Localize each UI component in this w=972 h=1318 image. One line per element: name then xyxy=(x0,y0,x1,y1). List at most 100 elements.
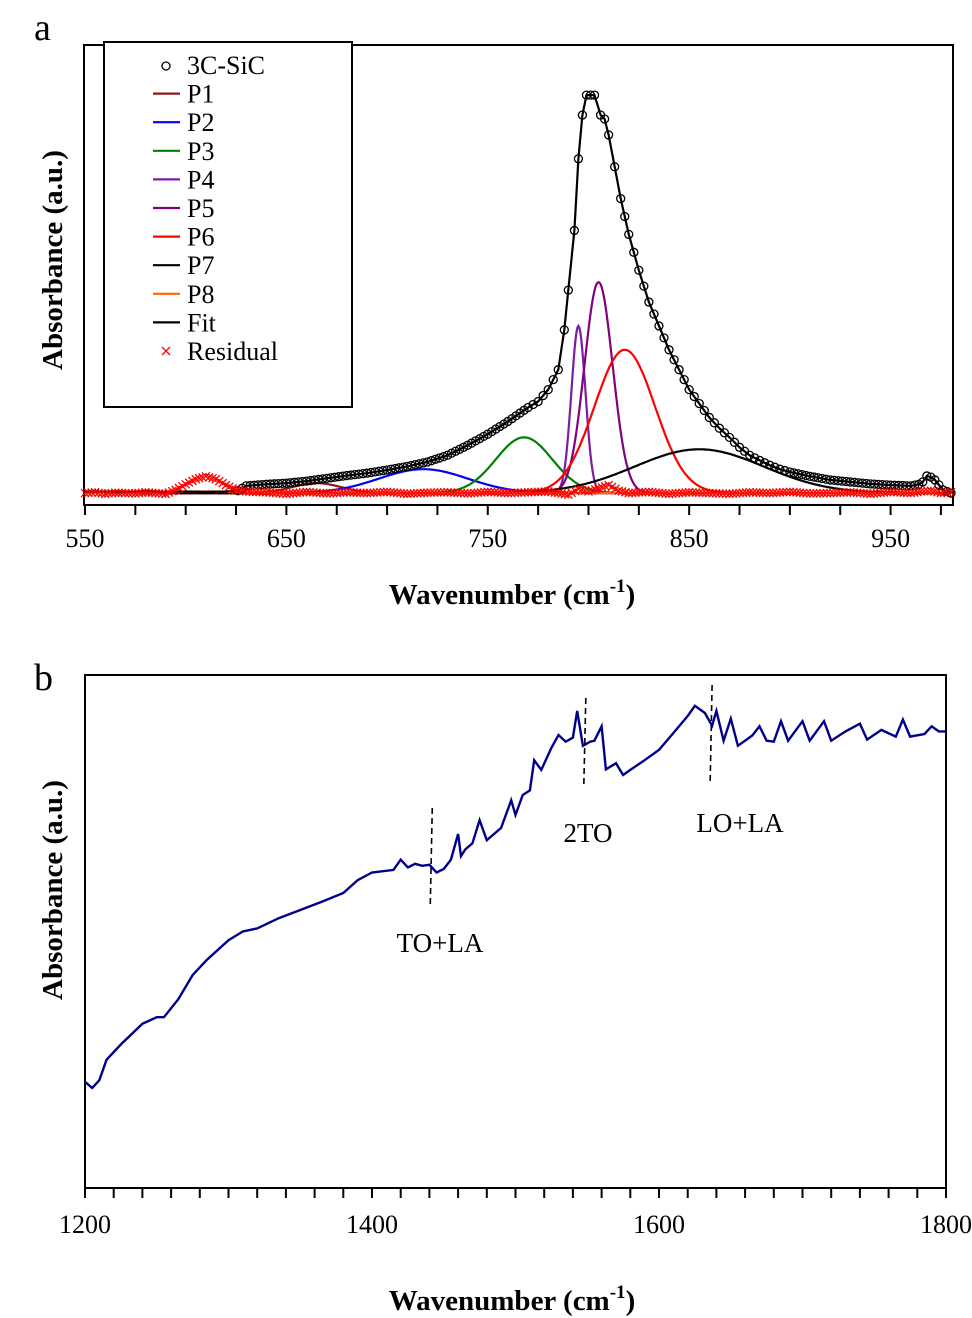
residual-marker xyxy=(422,488,432,498)
data-point xyxy=(714,423,725,433)
legend-entry: P5 xyxy=(153,194,214,223)
data-point xyxy=(624,229,634,240)
x-tick-label: 1200 xyxy=(59,1210,111,1239)
residual-marker xyxy=(839,488,849,497)
fit-curve xyxy=(84,94,952,495)
data-point xyxy=(724,432,735,443)
data-point xyxy=(744,450,755,460)
residual-marker xyxy=(493,488,503,497)
data-point xyxy=(674,365,684,375)
residual-marker xyxy=(208,473,218,483)
spectrum-line xyxy=(84,704,946,1090)
residual-marker xyxy=(537,487,546,497)
residual-marker xyxy=(896,488,906,497)
residual-marker xyxy=(369,488,379,498)
legend-entry: Fit xyxy=(153,308,217,337)
residual-marker xyxy=(516,488,526,497)
residual-marker xyxy=(359,488,369,498)
residual-marker xyxy=(453,488,463,498)
residual-marker xyxy=(533,487,543,497)
x-tick-label: 1400 xyxy=(346,1210,398,1239)
residual-marker xyxy=(641,487,651,497)
residual-marker xyxy=(714,489,724,498)
residual-marker xyxy=(684,487,694,497)
residual-marker xyxy=(614,486,624,496)
residual-marker xyxy=(748,487,758,497)
residual-marker xyxy=(194,473,204,483)
residual-marker xyxy=(87,488,97,497)
annotation-dashed-line xyxy=(709,684,713,786)
residual-marker xyxy=(496,488,506,498)
residual-marker xyxy=(97,488,107,498)
residual-marker xyxy=(832,488,842,498)
residual-marker xyxy=(342,487,352,497)
residual-marker xyxy=(768,488,778,498)
legend-entry: P2 xyxy=(153,108,214,137)
residual-marker xyxy=(513,488,523,498)
residual-marker xyxy=(318,488,328,498)
data-point xyxy=(585,90,596,100)
residual-marker xyxy=(526,487,536,497)
residual-marker xyxy=(818,488,828,498)
residual-marker xyxy=(882,487,892,497)
panel-letter-a: a xyxy=(34,7,51,49)
residual-marker xyxy=(241,487,251,496)
residual-marker xyxy=(500,488,510,498)
residual-marker xyxy=(530,487,540,497)
data-point xyxy=(620,211,630,222)
residual-marker xyxy=(379,487,389,497)
residual-marker xyxy=(110,488,120,498)
residual-marker xyxy=(490,487,499,497)
x-tick-label: 950 xyxy=(871,524,910,553)
residual-marker xyxy=(661,489,671,498)
residual-marker xyxy=(842,487,852,497)
x-tick-label: 1600 xyxy=(633,1210,685,1239)
residual-marker xyxy=(372,488,382,497)
data-point xyxy=(569,225,580,236)
residual-marker xyxy=(510,488,520,498)
residual-marker xyxy=(812,488,822,498)
residual-marker xyxy=(624,488,634,498)
residual-marker xyxy=(258,487,268,497)
residual-marker xyxy=(808,488,818,498)
legend-entry: P8 xyxy=(153,280,214,309)
legend-label: P5 xyxy=(187,194,214,223)
residual-marker xyxy=(449,488,459,498)
residual-marker xyxy=(204,472,214,482)
data-point xyxy=(599,114,610,124)
residual-marker xyxy=(137,488,147,498)
residual-marker xyxy=(577,485,587,495)
data-point xyxy=(749,453,760,463)
data-point xyxy=(616,193,626,204)
residual-marker xyxy=(822,488,832,498)
legend-label: P7 xyxy=(187,251,214,280)
data-point xyxy=(523,402,533,413)
legend-label: P4 xyxy=(187,165,214,194)
residual-marker xyxy=(114,488,124,498)
data-point xyxy=(543,384,553,395)
residual-marker xyxy=(580,486,590,496)
data-point xyxy=(719,428,730,438)
data-point xyxy=(438,451,449,462)
x-tick-label: 850 xyxy=(670,524,709,553)
residual-marker xyxy=(191,474,201,484)
legend-label: P1 xyxy=(187,80,214,109)
residual-marker xyxy=(802,488,812,498)
data-point xyxy=(426,456,437,466)
panel-a: a 550 650 750 850 950 3C-SiCP1P2P3P4P5P6P7P8… xyxy=(34,7,956,611)
residual-marker xyxy=(892,487,902,497)
legend-label: P6 xyxy=(187,223,214,252)
residual-marker xyxy=(886,487,896,497)
residual-marker xyxy=(775,488,785,497)
residual-marker xyxy=(443,487,452,497)
residual-marker xyxy=(120,488,130,498)
residual-marker xyxy=(338,488,348,497)
residual-marker xyxy=(698,488,708,498)
residual-marker xyxy=(486,487,496,497)
residual-marker xyxy=(829,488,838,498)
data-point xyxy=(553,365,563,375)
legend-label: 3C-SiC xyxy=(187,51,265,80)
residual-marker xyxy=(617,487,627,496)
residual-marker xyxy=(245,487,254,497)
